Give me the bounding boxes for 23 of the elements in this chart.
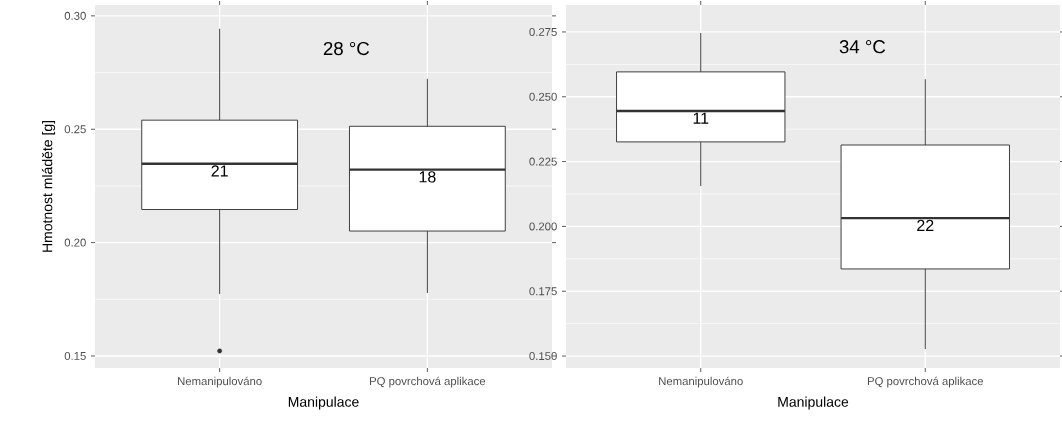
x-tick-label: PQ povrchová aplikace [867,376,984,388]
y-tick-label: 0.30 [64,11,86,20]
annotation: 11 [693,112,709,124]
x-tick-label: Nemanipulováno [178,376,262,388]
x-tick-label: PQ povrchová aplikace [370,376,486,388]
y-tick-label: 0.175 [529,287,557,296]
y-tick-label: 0.275 [529,27,557,36]
y-tick-label: 0.25 [64,125,86,134]
y-tick-label: 0.225 [529,157,557,166]
y-axis-title: Hmotnost mláděte [g] [41,120,56,252]
y-tick-label: 0.200 [529,222,557,231]
annotation: 22 [917,219,934,231]
y-tick-label: 0.20 [64,238,86,247]
annotation: 21 [211,165,228,177]
x-axis-title: Manipulace [778,396,849,410]
x-tick-label: Nemanipulováno [659,376,743,388]
x-axis-title: Manipulace [288,396,359,410]
y-tick-label: 0.15 [64,351,86,360]
annotation: 28 °C [323,41,370,56]
annotation: 34 °C [839,40,886,54]
y-tick-label: 0.150 [529,352,557,361]
y-tick-label: 0.250 [529,92,557,101]
annotation: 18 [419,171,436,183]
